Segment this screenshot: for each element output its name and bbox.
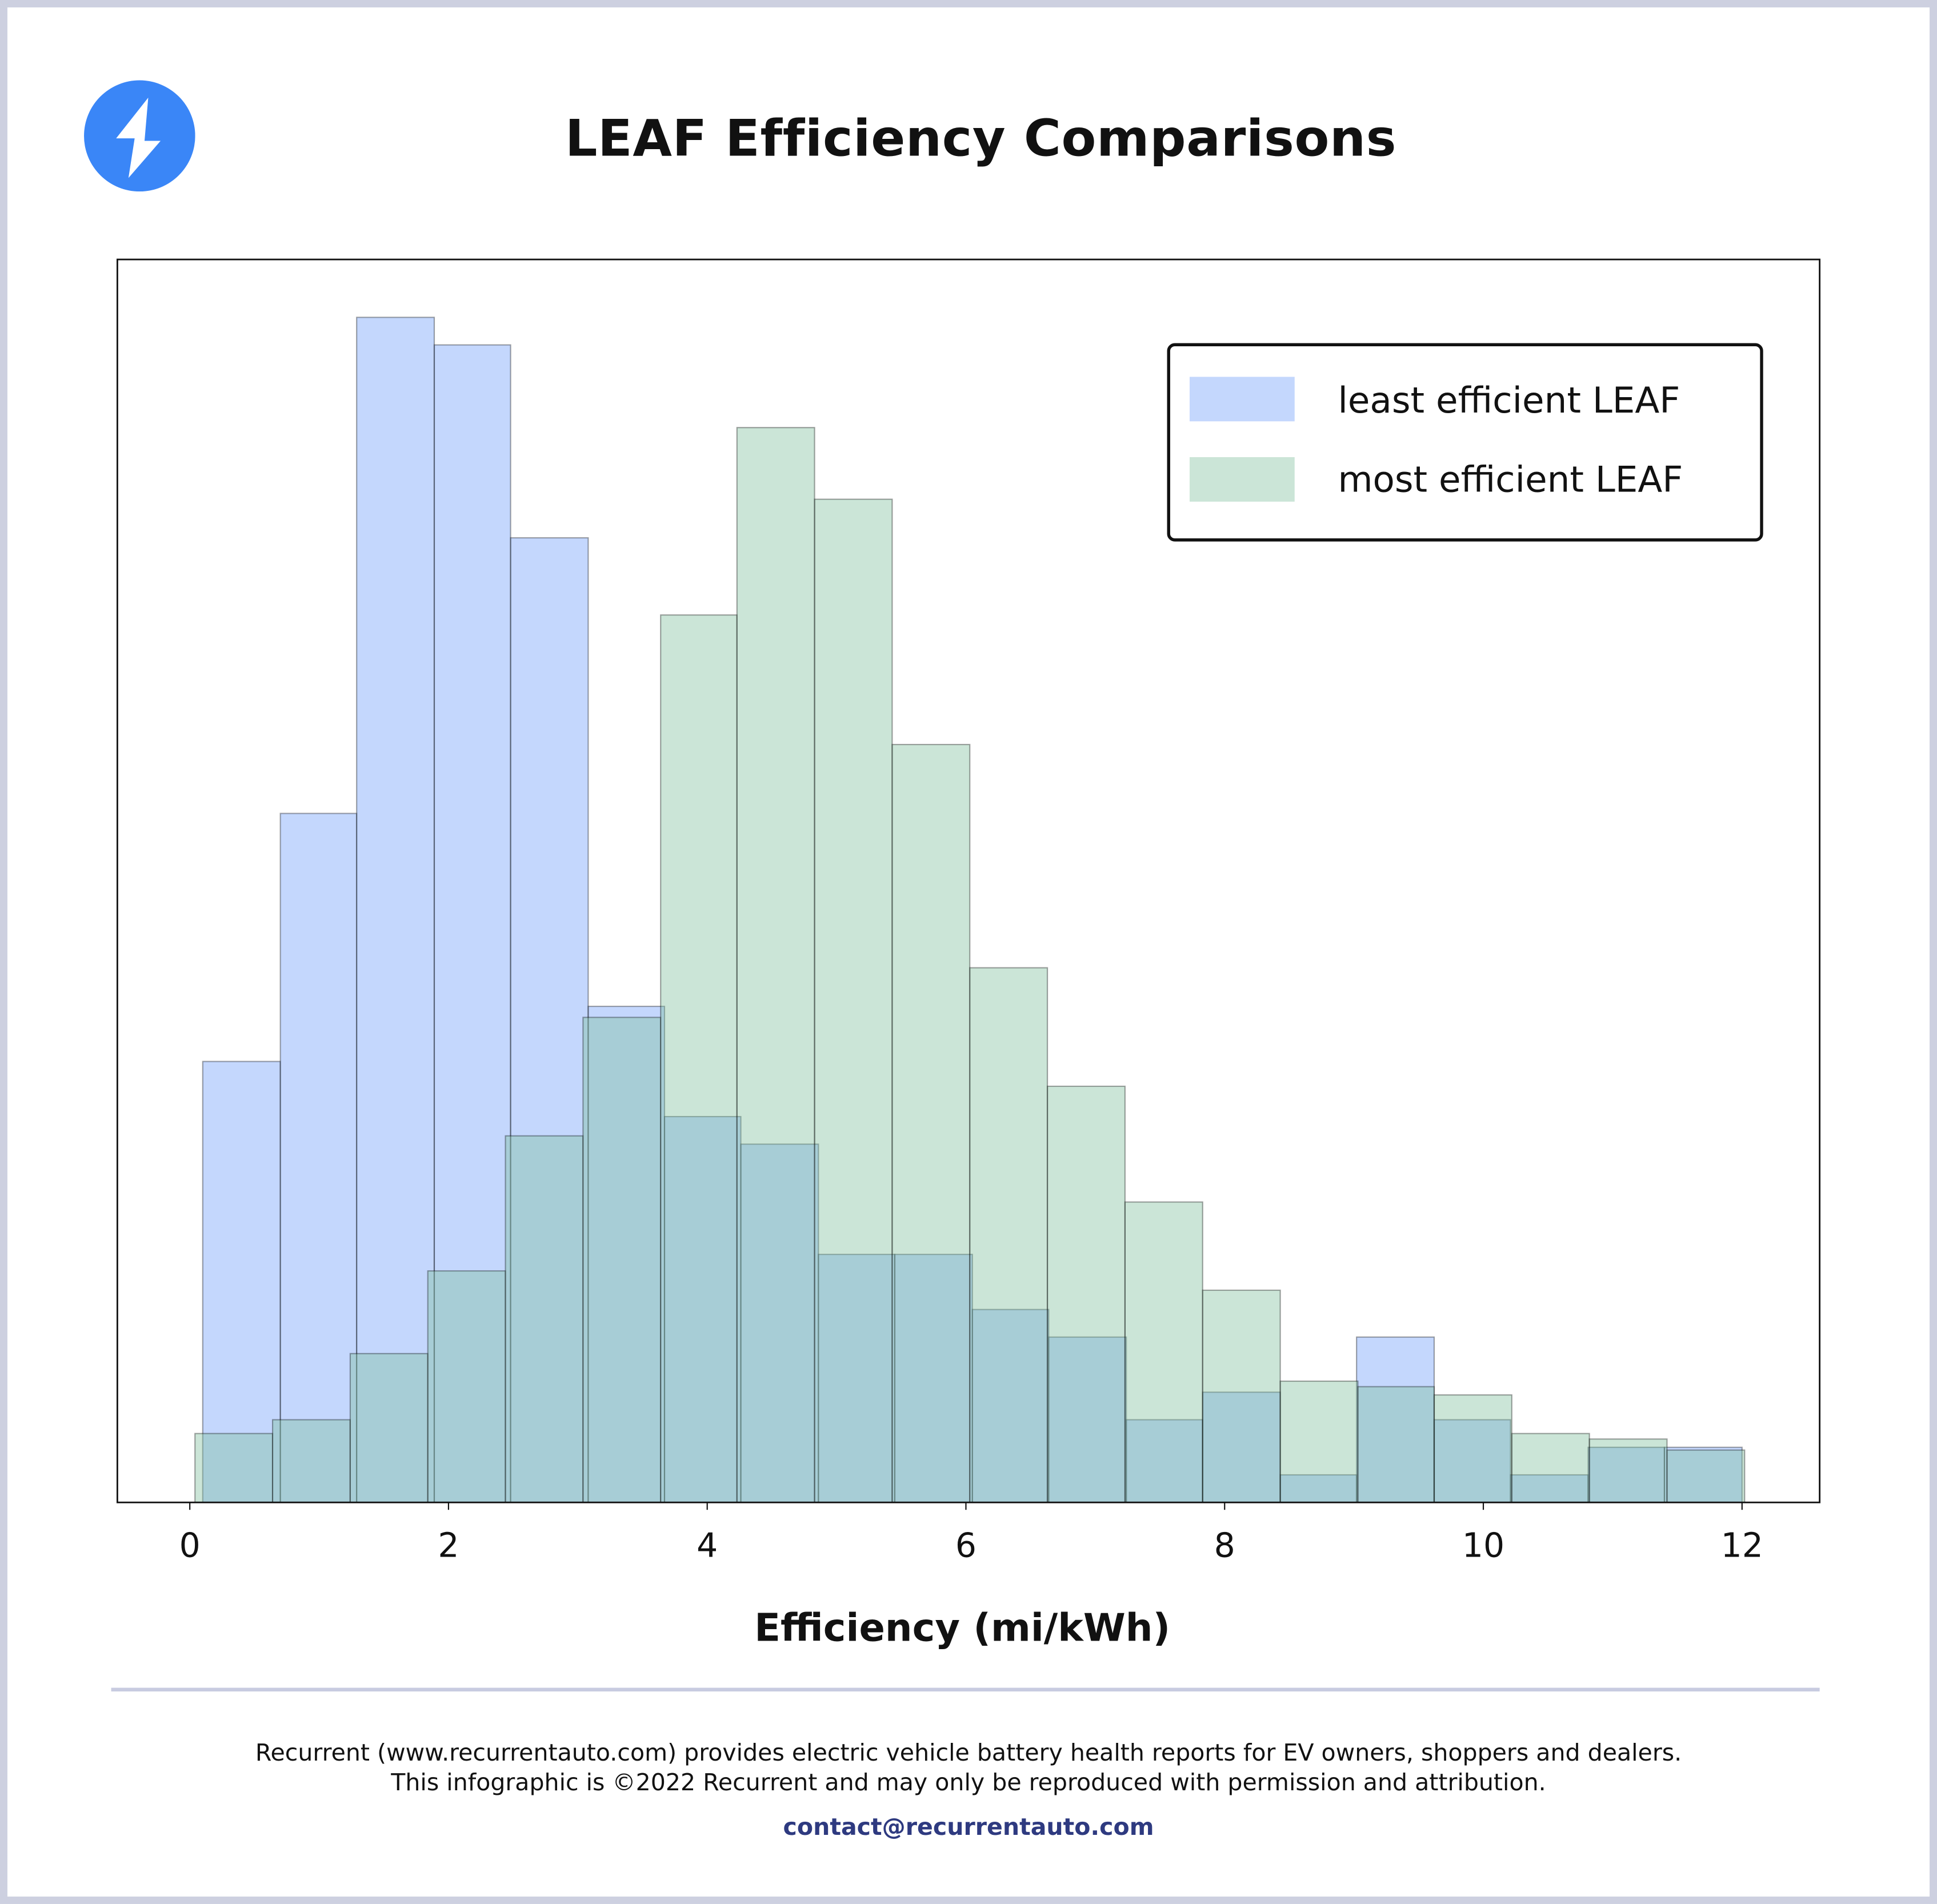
most-efficient-bar bbox=[194, 1433, 274, 1503]
recurrent-logo bbox=[84, 80, 195, 192]
least-efficient-bar bbox=[1433, 1419, 1511, 1503]
legend-swatch-least bbox=[1190, 377, 1295, 422]
x-tick-label: 10 bbox=[1462, 1526, 1504, 1565]
most-efficient-bar bbox=[1124, 1201, 1203, 1503]
most-efficient-bar bbox=[427, 1270, 506, 1503]
contact-email-link[interactable]: contact@recurrentauto.com bbox=[783, 1814, 1154, 1841]
lightning-bolt-icon bbox=[116, 97, 161, 178]
most-efficient-bar bbox=[1357, 1386, 1435, 1503]
most-efficient-bar bbox=[1047, 1085, 1126, 1503]
footer-copyright: This infographic is ©2022 Recurrent and … bbox=[391, 1769, 1546, 1797]
x-tick-label: 6 bbox=[955, 1526, 976, 1565]
most-efficient-bar bbox=[349, 1353, 429, 1503]
least-efficient-bar bbox=[818, 1254, 896, 1503]
least-efficient-bar bbox=[587, 1006, 666, 1503]
x-tick-label: 8 bbox=[1214, 1526, 1235, 1565]
most-efficient-bar bbox=[814, 498, 893, 1503]
legend: least efficient LEAF most efficient LEAF bbox=[1167, 343, 1763, 542]
least-efficient-bar bbox=[971, 1309, 1050, 1503]
least-efficient-bar bbox=[1202, 1391, 1281, 1503]
least-efficient-bar bbox=[1663, 1446, 1743, 1503]
footer-description: Recurrent (www.recurrentauto.com) provid… bbox=[255, 1739, 1682, 1767]
least-efficient-bar bbox=[1279, 1474, 1358, 1503]
most-efficient-bar bbox=[736, 427, 815, 1503]
legend-swatch-most bbox=[1190, 457, 1295, 502]
least-efficient-bar bbox=[740, 1143, 819, 1503]
least-efficient-bar bbox=[510, 537, 589, 1503]
x-axis-label: Efficiency (mi/kWh) bbox=[754, 1605, 1170, 1650]
x-tick-label: 2 bbox=[438, 1526, 459, 1565]
most-efficient-bar bbox=[1588, 1438, 1668, 1503]
footer-divider bbox=[111, 1687, 1820, 1692]
least-efficient-bar bbox=[1126, 1419, 1203, 1503]
least-efficient-bar bbox=[1048, 1336, 1127, 1503]
least-efficient-bar bbox=[356, 317, 435, 1503]
x-tick-label: 12 bbox=[1721, 1526, 1763, 1565]
least-efficient-bar bbox=[202, 1061, 281, 1503]
least-efficient-bar bbox=[894, 1254, 973, 1503]
most-efficient-bar bbox=[1666, 1449, 1746, 1503]
most-efficient-bar bbox=[505, 1135, 584, 1503]
most-efficient-bar bbox=[891, 743, 971, 1503]
histogram-chart: 0 2 4 6 8 10 12 Efficiency (mi/kWh) least effi… bbox=[116, 258, 1821, 1650]
least-efficient-bar bbox=[279, 813, 358, 1503]
legend-label-least: least efficient LEAF bbox=[1338, 379, 1680, 421]
most-efficient-bar bbox=[1279, 1380, 1359, 1503]
x-tick-label: 0 bbox=[179, 1526, 201, 1565]
x-tick-label: 4 bbox=[697, 1526, 718, 1565]
most-efficient-bar bbox=[1433, 1394, 1512, 1503]
least-efficient-bar bbox=[1587, 1446, 1666, 1503]
most-efficient-bar bbox=[660, 614, 738, 1503]
page-title: LEAF Efficiency Comparisons bbox=[565, 109, 1397, 169]
most-efficient-bar bbox=[1202, 1289, 1281, 1503]
least-efficient-bar bbox=[663, 1115, 742, 1503]
most-efficient-bar bbox=[969, 967, 1048, 1503]
legend-label-most: most efficient LEAF bbox=[1338, 459, 1683, 501]
legend-box bbox=[1167, 343, 1763, 542]
plot-frame bbox=[116, 258, 1821, 1503]
most-efficient-bar bbox=[582, 1017, 662, 1503]
most-efficient-bar bbox=[1511, 1433, 1590, 1503]
least-efficient-bar bbox=[1510, 1474, 1589, 1503]
most-efficient-bar bbox=[271, 1419, 351, 1503]
least-efficient-bar bbox=[1356, 1336, 1435, 1503]
